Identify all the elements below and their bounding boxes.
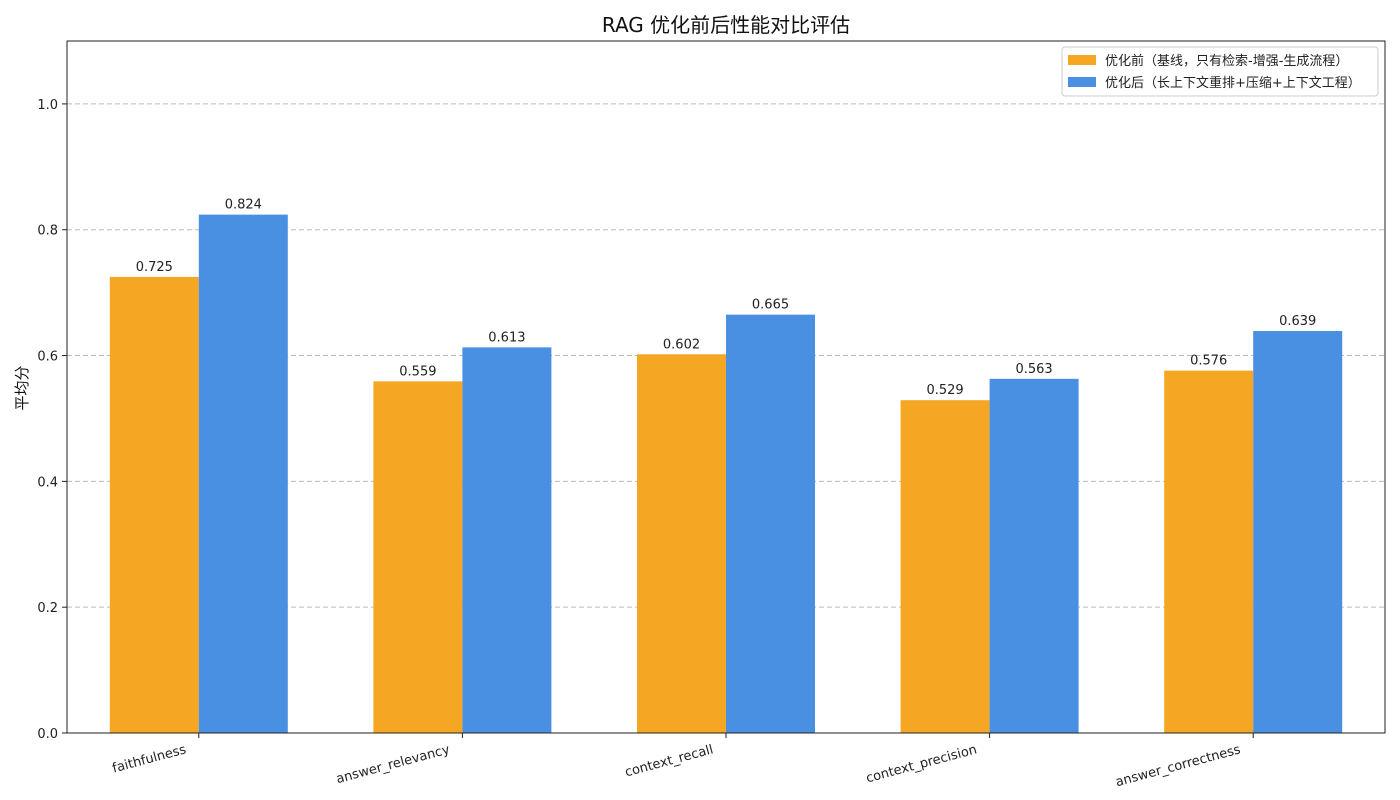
bar-value-label: 0.824 bbox=[225, 198, 262, 213]
bar-before bbox=[900, 400, 990, 733]
y-axis-label: 平均分 bbox=[13, 365, 31, 410]
bar-after bbox=[989, 378, 1079, 733]
y-tick-label: 1.0 bbox=[37, 98, 58, 113]
bar-after bbox=[462, 347, 552, 733]
bar-before bbox=[109, 276, 199, 733]
legend-label: 优化前（基线，只有检索-增强-生成流程） bbox=[1105, 53, 1348, 69]
y-tick-label: 0.0 bbox=[37, 727, 58, 742]
bar-value-label: 0.529 bbox=[926, 383, 963, 398]
bar-after bbox=[1253, 331, 1343, 733]
bar-after bbox=[726, 314, 815, 733]
bar-value-label: 0.639 bbox=[1279, 314, 1316, 329]
x-tick-label: answer_relevancy bbox=[335, 742, 452, 787]
bar-value-label: 0.665 bbox=[752, 298, 789, 313]
chart-title: RAG 优化前后性能对比评估 bbox=[602, 13, 850, 37]
x-tick-label: context_recall bbox=[623, 742, 715, 780]
bar-after bbox=[198, 214, 288, 733]
bar-value-label: 0.602 bbox=[663, 337, 700, 352]
bar-before bbox=[373, 381, 463, 733]
legend-box bbox=[1061, 46, 1379, 97]
legend-swatch bbox=[1068, 55, 1096, 65]
bar-before bbox=[637, 354, 726, 733]
y-tick-label: 0.6 bbox=[37, 350, 58, 365]
y-tick-label: 0.2 bbox=[37, 601, 58, 616]
bar-value-labels: 0.725 0.824 0.559 0.613 0.602 0.665 0.529 0.563… bbox=[136, 198, 1317, 399]
x-tick-label: context_precision bbox=[864, 742, 978, 786]
bars bbox=[109, 214, 1343, 733]
y-tick-label: 0.8 bbox=[37, 224, 58, 239]
x-tick-label: faithfulness bbox=[111, 742, 188, 776]
bar-value-label: 0.576 bbox=[1190, 354, 1227, 369]
bar-value-label: 0.563 bbox=[1015, 362, 1052, 377]
plot-frame bbox=[66, 40, 1386, 734]
legend-swatch bbox=[1068, 77, 1096, 87]
bar-before bbox=[1164, 370, 1254, 733]
x-tick-label: answer_correctness bbox=[1114, 742, 1242, 790]
bar-value-label: 0.725 bbox=[136, 260, 173, 275]
y-tick-label: 0.4 bbox=[37, 475, 58, 490]
legend-label: 优化后（长上下文重排+压缩+上下文工程） bbox=[1105, 75, 1361, 91]
bar-value-label: 0.613 bbox=[488, 330, 525, 345]
legend: 优化前（基线，只有检索-增强-生成流程） 优化后（长上下文重排+压缩+上下文工程） bbox=[1061, 46, 1379, 97]
bar-value-label: 0.559 bbox=[399, 364, 436, 379]
